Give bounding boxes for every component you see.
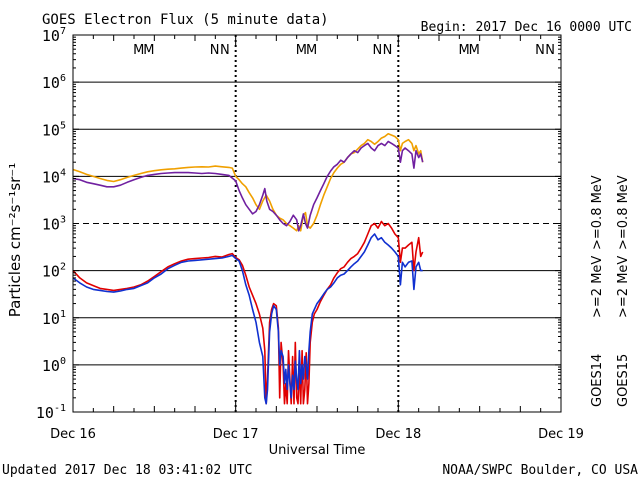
y-tick-exponent: 6	[60, 73, 66, 84]
y-tick-exponent: 7	[60, 26, 66, 37]
satellite-marker: N	[220, 43, 230, 58]
satellite-marker: M	[133, 43, 144, 58]
y-tick-exponent: 5	[60, 120, 66, 131]
series-line	[72, 220, 424, 405]
chart-title: GOES Electron Flux (5 minute data)	[42, 12, 329, 28]
y-tick-exponent: 0	[60, 356, 66, 367]
x-axis-label: Universal Time	[269, 443, 366, 458]
y-tick-label: 103	[42, 215, 66, 234]
legend-entry: >=0.8 MeV	[590, 175, 605, 250]
legend-entry: >=2 MeV	[616, 256, 631, 318]
y-axis-label: Particles cm⁻²s⁻¹sr⁻¹	[6, 163, 24, 317]
y-tick-exponent: 4	[60, 167, 66, 178]
legend-entry: >=0.8 MeV	[616, 175, 631, 250]
begin-date: Begin: 2017 Dec 16 0000 UTC	[421, 20, 632, 35]
y-tick-label: 105	[42, 120, 66, 139]
satellite-markers: MM N N MM N N MM N N	[133, 43, 555, 58]
legend-goes15: GOES15	[616, 354, 631, 407]
x-tick-label: Dec 19	[538, 427, 584, 442]
y-tick-exponent: 3	[60, 215, 66, 226]
series-line	[72, 233, 423, 405]
satellite-marker: M	[458, 43, 469, 58]
y-tick-exponent: 1	[60, 309, 66, 320]
y-tick-label: 104	[42, 167, 66, 186]
y-tick-label: 106	[42, 73, 66, 92]
x-tick-label: Dec 17	[213, 427, 259, 442]
x-tick-label: Dec 18	[375, 427, 421, 442]
legend: GOES14 GOES15 >=0.8 MeV >=0.8 MeV >=2 MeV >…	[590, 175, 631, 407]
satellite-marker: N	[545, 43, 555, 58]
satellite-marker: M	[306, 43, 317, 58]
satellite-marker: M	[296, 43, 307, 58]
y-tick-label: 100	[42, 356, 66, 375]
series-line	[72, 133, 424, 232]
legend-goes14: GOES14	[590, 354, 605, 407]
y-tick-label: 10-1	[36, 403, 66, 422]
legend-entry: >=2 MeV	[590, 256, 605, 318]
y-tick-label: 107	[42, 26, 66, 45]
x-axis-ticks: Dec 16 Dec 17 Dec 18 Dec 19	[50, 35, 584, 442]
credit-label: NOAA/SWPC Boulder, CO USA	[442, 463, 638, 478]
y-tick-exponent: -1	[54, 403, 66, 414]
grid-lines	[73, 81, 561, 366]
satellite-marker: N	[210, 43, 220, 58]
updated-timestamp: Updated 2017 Dec 18 03:41:02 UTC	[2, 463, 252, 478]
satellite-marker: N	[372, 43, 382, 58]
x-tick-label: Dec 16	[50, 427, 96, 442]
y-tick-exponent: 2	[60, 262, 66, 273]
satellite-marker: N	[535, 43, 545, 58]
y-tick-label: 101	[42, 309, 66, 328]
data-series	[72, 133, 424, 405]
satellite-marker: M	[469, 43, 480, 58]
series-line	[72, 140, 424, 232]
satellite-marker: M	[143, 43, 154, 58]
satellite-marker: N	[383, 43, 393, 58]
y-tick-label: 102	[42, 262, 66, 281]
